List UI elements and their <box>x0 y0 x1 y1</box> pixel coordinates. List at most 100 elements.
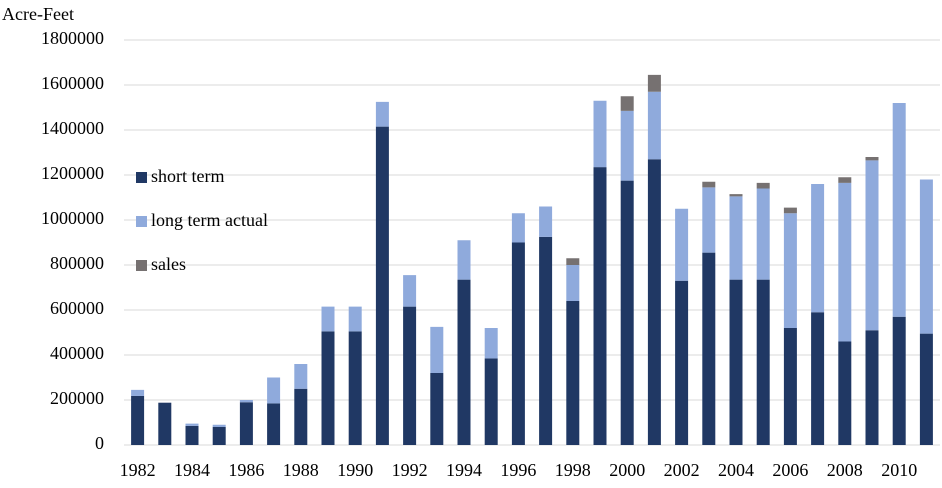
bar-segment <box>756 279 770 445</box>
bar-segment <box>756 182 770 189</box>
bar-segment <box>185 425 199 445</box>
bar-segment <box>484 358 498 445</box>
bar-segment <box>403 306 417 445</box>
legend-swatch <box>136 216 147 227</box>
bar-segment <box>321 306 335 332</box>
bar-segment <box>539 206 553 237</box>
x-tick-label: 2006 <box>772 460 808 480</box>
legend-label: sales <box>151 254 186 274</box>
legend-label: long term actual <box>151 210 268 230</box>
x-tick-label: 2004 <box>718 460 754 480</box>
bar-segment <box>756 188 770 280</box>
x-tick-label: 1996 <box>500 460 536 480</box>
bar-segment <box>838 182 852 342</box>
bar-segment <box>702 181 716 188</box>
bar-segment <box>838 341 852 445</box>
y-tick-label: 1600000 <box>41 73 104 93</box>
bar-segment <box>158 402 172 445</box>
y-tick-label: 1400000 <box>41 118 104 138</box>
bar-segment <box>593 100 607 168</box>
y-tick-label: 400000 <box>50 343 104 363</box>
bar-segment <box>702 187 716 253</box>
bar-segment <box>675 280 689 445</box>
x-tick-label: 2008 <box>827 460 863 480</box>
x-tick-label: 1984 <box>174 460 210 480</box>
y-axis-label: Acre-Feet <box>2 4 74 24</box>
x-tick-label: 2002 <box>664 460 700 480</box>
bar-segment <box>783 207 797 214</box>
bar-segment <box>375 101 389 127</box>
bar-segment <box>620 180 634 445</box>
y-tick-label: 1800000 <box>41 28 104 48</box>
legend-swatch <box>136 260 147 271</box>
bar-segment <box>865 330 879 445</box>
bar-segment <box>566 258 580 265</box>
bar-segment <box>783 328 797 445</box>
bar-segment <box>892 103 906 317</box>
x-tick-label: 1986 <box>228 460 264 480</box>
bar-segment <box>212 427 226 445</box>
bar-segment <box>811 184 825 313</box>
y-tick-label: 600000 <box>50 298 104 318</box>
bar-segment <box>294 388 308 445</box>
y-tick-label: 0 <box>95 433 104 453</box>
bar-segment <box>348 306 362 332</box>
bar-segment <box>239 400 253 403</box>
bar-segment <box>267 377 281 404</box>
bar-segment <box>430 373 444 445</box>
bar-segment <box>729 279 743 445</box>
bar-segment <box>484 328 498 359</box>
x-tick-label: 1992 <box>392 460 428 480</box>
bar-segment <box>267 403 281 445</box>
x-tick-label: 1990 <box>337 460 373 480</box>
bar-segment <box>729 196 743 280</box>
x-tick-label: 2010 <box>881 460 917 480</box>
bar-segment <box>511 242 525 445</box>
bar-segment <box>919 333 933 445</box>
bar-segment <box>838 177 852 183</box>
bar-segment <box>511 213 525 243</box>
bar-segment <box>185 423 199 426</box>
bar-segment <box>620 110 634 181</box>
bar-segment <box>620 96 634 111</box>
bar-segment <box>811 312 825 445</box>
bar-segment <box>457 240 471 280</box>
y-tick-label: 200000 <box>50 388 104 408</box>
bar-segment <box>647 74 661 92</box>
bar-segment <box>729 194 743 197</box>
bar-segment <box>294 364 308 389</box>
bar-segment <box>321 331 335 445</box>
bar-segment <box>131 389 145 396</box>
x-tick-label: 1994 <box>446 460 482 480</box>
bar-segment <box>566 265 580 301</box>
bar-segment <box>647 91 661 160</box>
bar-segment <box>457 279 471 445</box>
bar-segment <box>865 160 879 331</box>
y-tick-label: 1200000 <box>41 163 104 183</box>
bar-segment <box>919 179 933 334</box>
y-tick-label: 1000000 <box>41 208 104 228</box>
bar-segment <box>865 157 879 161</box>
x-tick-label: 1988 <box>283 460 319 480</box>
bar-segment <box>783 213 797 328</box>
bar-segment <box>348 331 362 445</box>
x-tick-label: 1998 <box>555 460 591 480</box>
x-tick-label: 1982 <box>120 460 156 480</box>
bar-segment <box>892 316 906 445</box>
y-tick-label: 800000 <box>50 253 104 273</box>
legend-label: short term <box>151 166 225 186</box>
bar-segment <box>593 167 607 445</box>
bar-segment <box>675 208 689 281</box>
bar-segment <box>702 252 716 445</box>
bar-segment <box>647 159 661 445</box>
bar-segment <box>212 424 226 427</box>
bar-segment <box>539 236 553 445</box>
bar-segment <box>239 402 253 445</box>
bar-segment <box>403 275 417 307</box>
bar-segment <box>375 126 389 445</box>
x-tick-label: 2000 <box>609 460 645 480</box>
bar-segment <box>131 395 145 445</box>
legend-swatch <box>136 172 147 183</box>
bar-segment <box>566 301 580 445</box>
